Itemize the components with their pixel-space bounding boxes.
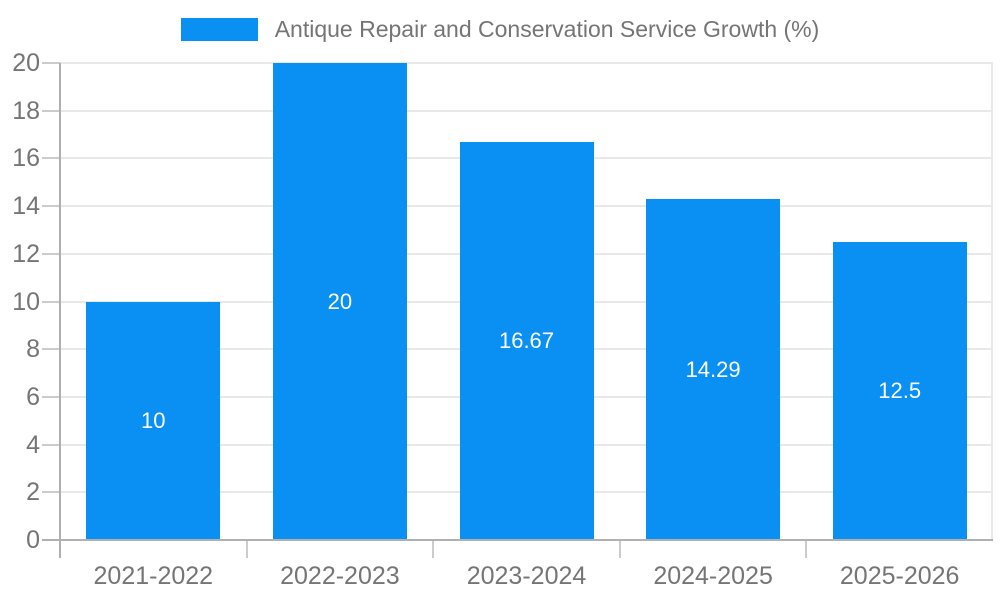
y-tick [42,109,60,112]
x-tick [618,540,621,558]
bar-2022-2023 [272,63,407,540]
x-tick [245,540,248,558]
y-tick-label: 16 [12,144,40,173]
x-tick-label: 2022-2023 [280,562,400,590]
x-tick-label: 2023-2024 [466,562,587,590]
x-tick-label: 2021-2022 [93,562,214,590]
y-tick-label: 20 [12,49,40,77]
bar-value-label: 12.5 [878,377,922,403]
legend-swatch [180,17,258,41]
y-tick [42,205,60,208]
y-tick [42,491,60,494]
y-tick-label: 18 [12,96,40,125]
bar-value-label: 10 [141,407,166,433]
y-axis-line [59,63,61,558]
chart-title: Antique Repair and Conservation Service … [274,16,820,42]
y-tick-label: 2 [26,478,40,507]
plot-right-border [991,63,993,540]
x-tick [432,540,435,558]
x-tick-label: 2025-2026 [839,562,960,590]
y-tick [42,300,60,303]
y-tick-label: 8 [26,335,40,364]
gridline [60,109,993,112]
bar-value-label: 14.29 [685,356,741,382]
x-tick-label: 2024-2025 [653,562,773,590]
y-tick-label: 0 [26,526,40,554]
legend: Antique Repair and Conservation Service … [0,15,1000,43]
x-axis-line [42,539,993,541]
gridline [60,62,993,64]
x-tick [805,540,808,558]
bar-2023-2024 [459,142,594,540]
y-tick [42,157,60,160]
y-tick [42,443,60,446]
bar-2025-2026 [832,241,967,540]
y-tick [42,395,60,398]
y-tick-label: 10 [12,287,40,316]
y-tick-label: 14 [12,192,40,221]
y-tick [42,62,60,64]
y-tick [42,348,60,351]
bar-2021-2022 [86,301,221,540]
bar-value-label: 20 [327,288,353,314]
y-tick-label: 6 [26,382,40,411]
y-tick-label: 4 [26,430,40,459]
bar-value-label: 16.67 [498,328,555,354]
bar-2024-2025 [646,199,781,540]
y-tick [42,252,60,255]
y-tick-label: 12 [12,239,40,268]
